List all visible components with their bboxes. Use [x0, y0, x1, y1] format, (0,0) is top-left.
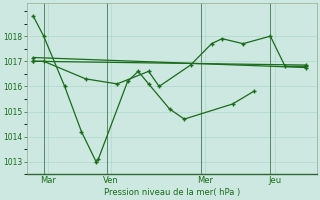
- X-axis label: Pression niveau de la mer( hPa ): Pression niveau de la mer( hPa ): [104, 188, 240, 197]
